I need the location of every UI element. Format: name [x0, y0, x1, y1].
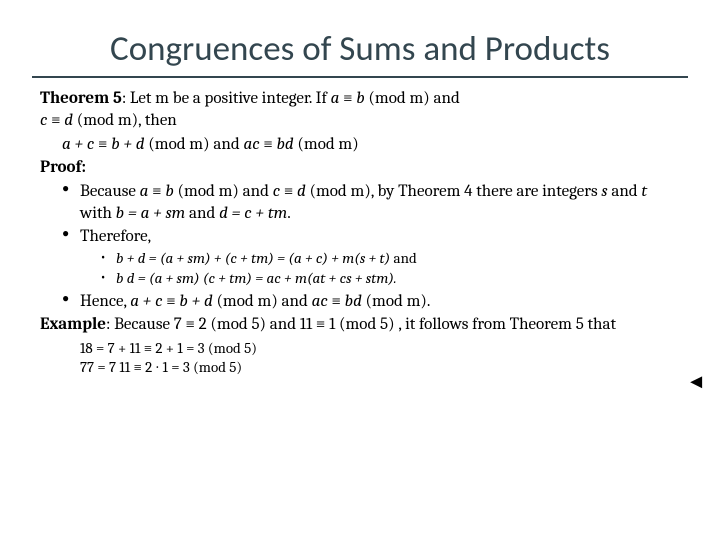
var-c: c: [273, 182, 280, 201]
text: .: [287, 204, 291, 223]
text: Hence,: [80, 292, 130, 311]
example-label: Example: [40, 315, 106, 334]
text: and: [608, 182, 642, 201]
equiv: ≡: [182, 315, 199, 334]
expr-ac: ac: [243, 135, 259, 154]
text: Because: [80, 182, 140, 201]
proof-sub-2: b d = (a + sm) (c + tm) = ac + m(at + cs…: [100, 269, 680, 288]
proof-step-3: Hence, a + c ≡ b + d (mod m) and ac ≡ bd…: [62, 291, 680, 313]
text: (mod m), by Theorem 4 there are integers: [306, 182, 602, 201]
equiv: ≡: [162, 292, 179, 311]
expr-bplusd: b + d: [111, 135, 144, 154]
text: : Let m be a positive integer. If: [122, 89, 331, 108]
prev-arrow-icon[interactable]: ◄: [686, 370, 706, 394]
var-t: t: [641, 182, 647, 201]
example-calculations: 18 = 7 + 11 ≡ 2 + 1 = 3 (mod 5) 77 = 7 1…: [40, 339, 680, 377]
and: and: [430, 89, 460, 108]
expr-aplusc: a + c: [130, 292, 162, 311]
equiv: ≡: [94, 135, 111, 154]
equiv: ≡: [47, 111, 64, 130]
equiv: ≡: [339, 89, 356, 108]
modm: (mod m): [73, 111, 138, 130]
theorem-result: a + c ≡ b + d (mod m) and ac ≡ bd (mod m…: [40, 134, 680, 156]
equiv: ≡: [148, 182, 165, 201]
example-line-1: 18 = 7 + 11 ≡ 2 + 1 = 3 (mod 5): [80, 339, 680, 358]
modm: (mod m): [145, 135, 210, 154]
and: and: [210, 135, 244, 154]
text: (mod m) and: [174, 182, 273, 201]
var-b: b: [356, 89, 364, 108]
tail: , it follows from Theorem 5 that: [395, 315, 616, 334]
eq2: d = c + tm: [219, 204, 287, 223]
mod5: (mod 5): [335, 315, 394, 334]
proof-sub-1: b + d = (a + sm) + (c + tm) = (a + c) + …: [100, 249, 680, 268]
proof-step-2: Therefore, b + d = (a + sm) + (c + tm) =…: [62, 226, 680, 289]
text: (mod m) and: [213, 292, 312, 311]
v7: 7: [174, 315, 182, 334]
var-a: a: [331, 89, 340, 108]
page-title: Congruences of Sums and Products: [32, 28, 688, 78]
var-d: d: [64, 111, 73, 130]
expr-bplusd: b + d: [179, 292, 212, 311]
eq: b d = (a + sm) (c + tm) = ac + m(at + cs…: [116, 269, 397, 287]
proof-step-1: Because a ≡ b (mod m) and c ≡ d (mod m),…: [62, 181, 680, 225]
then: , then: [138, 111, 177, 130]
modm: (mod m): [365, 89, 430, 108]
text: (mod m).: [362, 292, 431, 311]
theorem-statement: Theorem 5: Let m be a positive integer. …: [40, 88, 680, 132]
equiv: ≡: [328, 292, 345, 311]
text: : Because: [106, 315, 174, 334]
expr-aplusc: a + c: [62, 135, 94, 154]
eq: b + d = (a + sm) + (c + tm) = (a + c) + …: [116, 249, 390, 267]
modm: (mod m): [294, 135, 359, 154]
and: and: [266, 315, 300, 334]
theorem-label: Theorem 5: [40, 89, 122, 108]
v2: 2: [199, 315, 207, 334]
equiv: ≡: [280, 182, 297, 201]
proof-label: Proof:: [40, 157, 680, 179]
v11: 11: [300, 315, 312, 334]
slide-body: Theorem 5: Let m be a positive integer. …: [32, 88, 688, 378]
equiv: ≡: [312, 315, 329, 334]
proof-list: Because a ≡ b (mod m) and c ≡ d (mod m),…: [40, 181, 680, 312]
var-d: d: [297, 182, 306, 201]
example-block: Example: Because 7 ≡ 2 (mod 5) and 11 ≡ …: [40, 314, 680, 336]
expr-bd: bd: [276, 135, 293, 154]
text: with: [80, 204, 116, 223]
and: and: [390, 249, 417, 267]
expr-ac: ac: [312, 292, 328, 311]
example-line-2: 77 = 7 11 ≡ 2 ∙ 1 = 3 (mod 5): [80, 358, 680, 377]
proof-sublist: b + d = (a + sm) + (c + tm) = (a + c) + …: [80, 249, 680, 288]
text: and: [185, 204, 219, 223]
equiv: ≡: [260, 135, 277, 154]
var-b: b: [165, 182, 173, 201]
mod5: (mod 5): [207, 315, 266, 334]
expr-bd: bd: [345, 292, 362, 311]
eq1: b = a + sm: [116, 204, 186, 223]
text: Therefore,: [80, 227, 151, 246]
